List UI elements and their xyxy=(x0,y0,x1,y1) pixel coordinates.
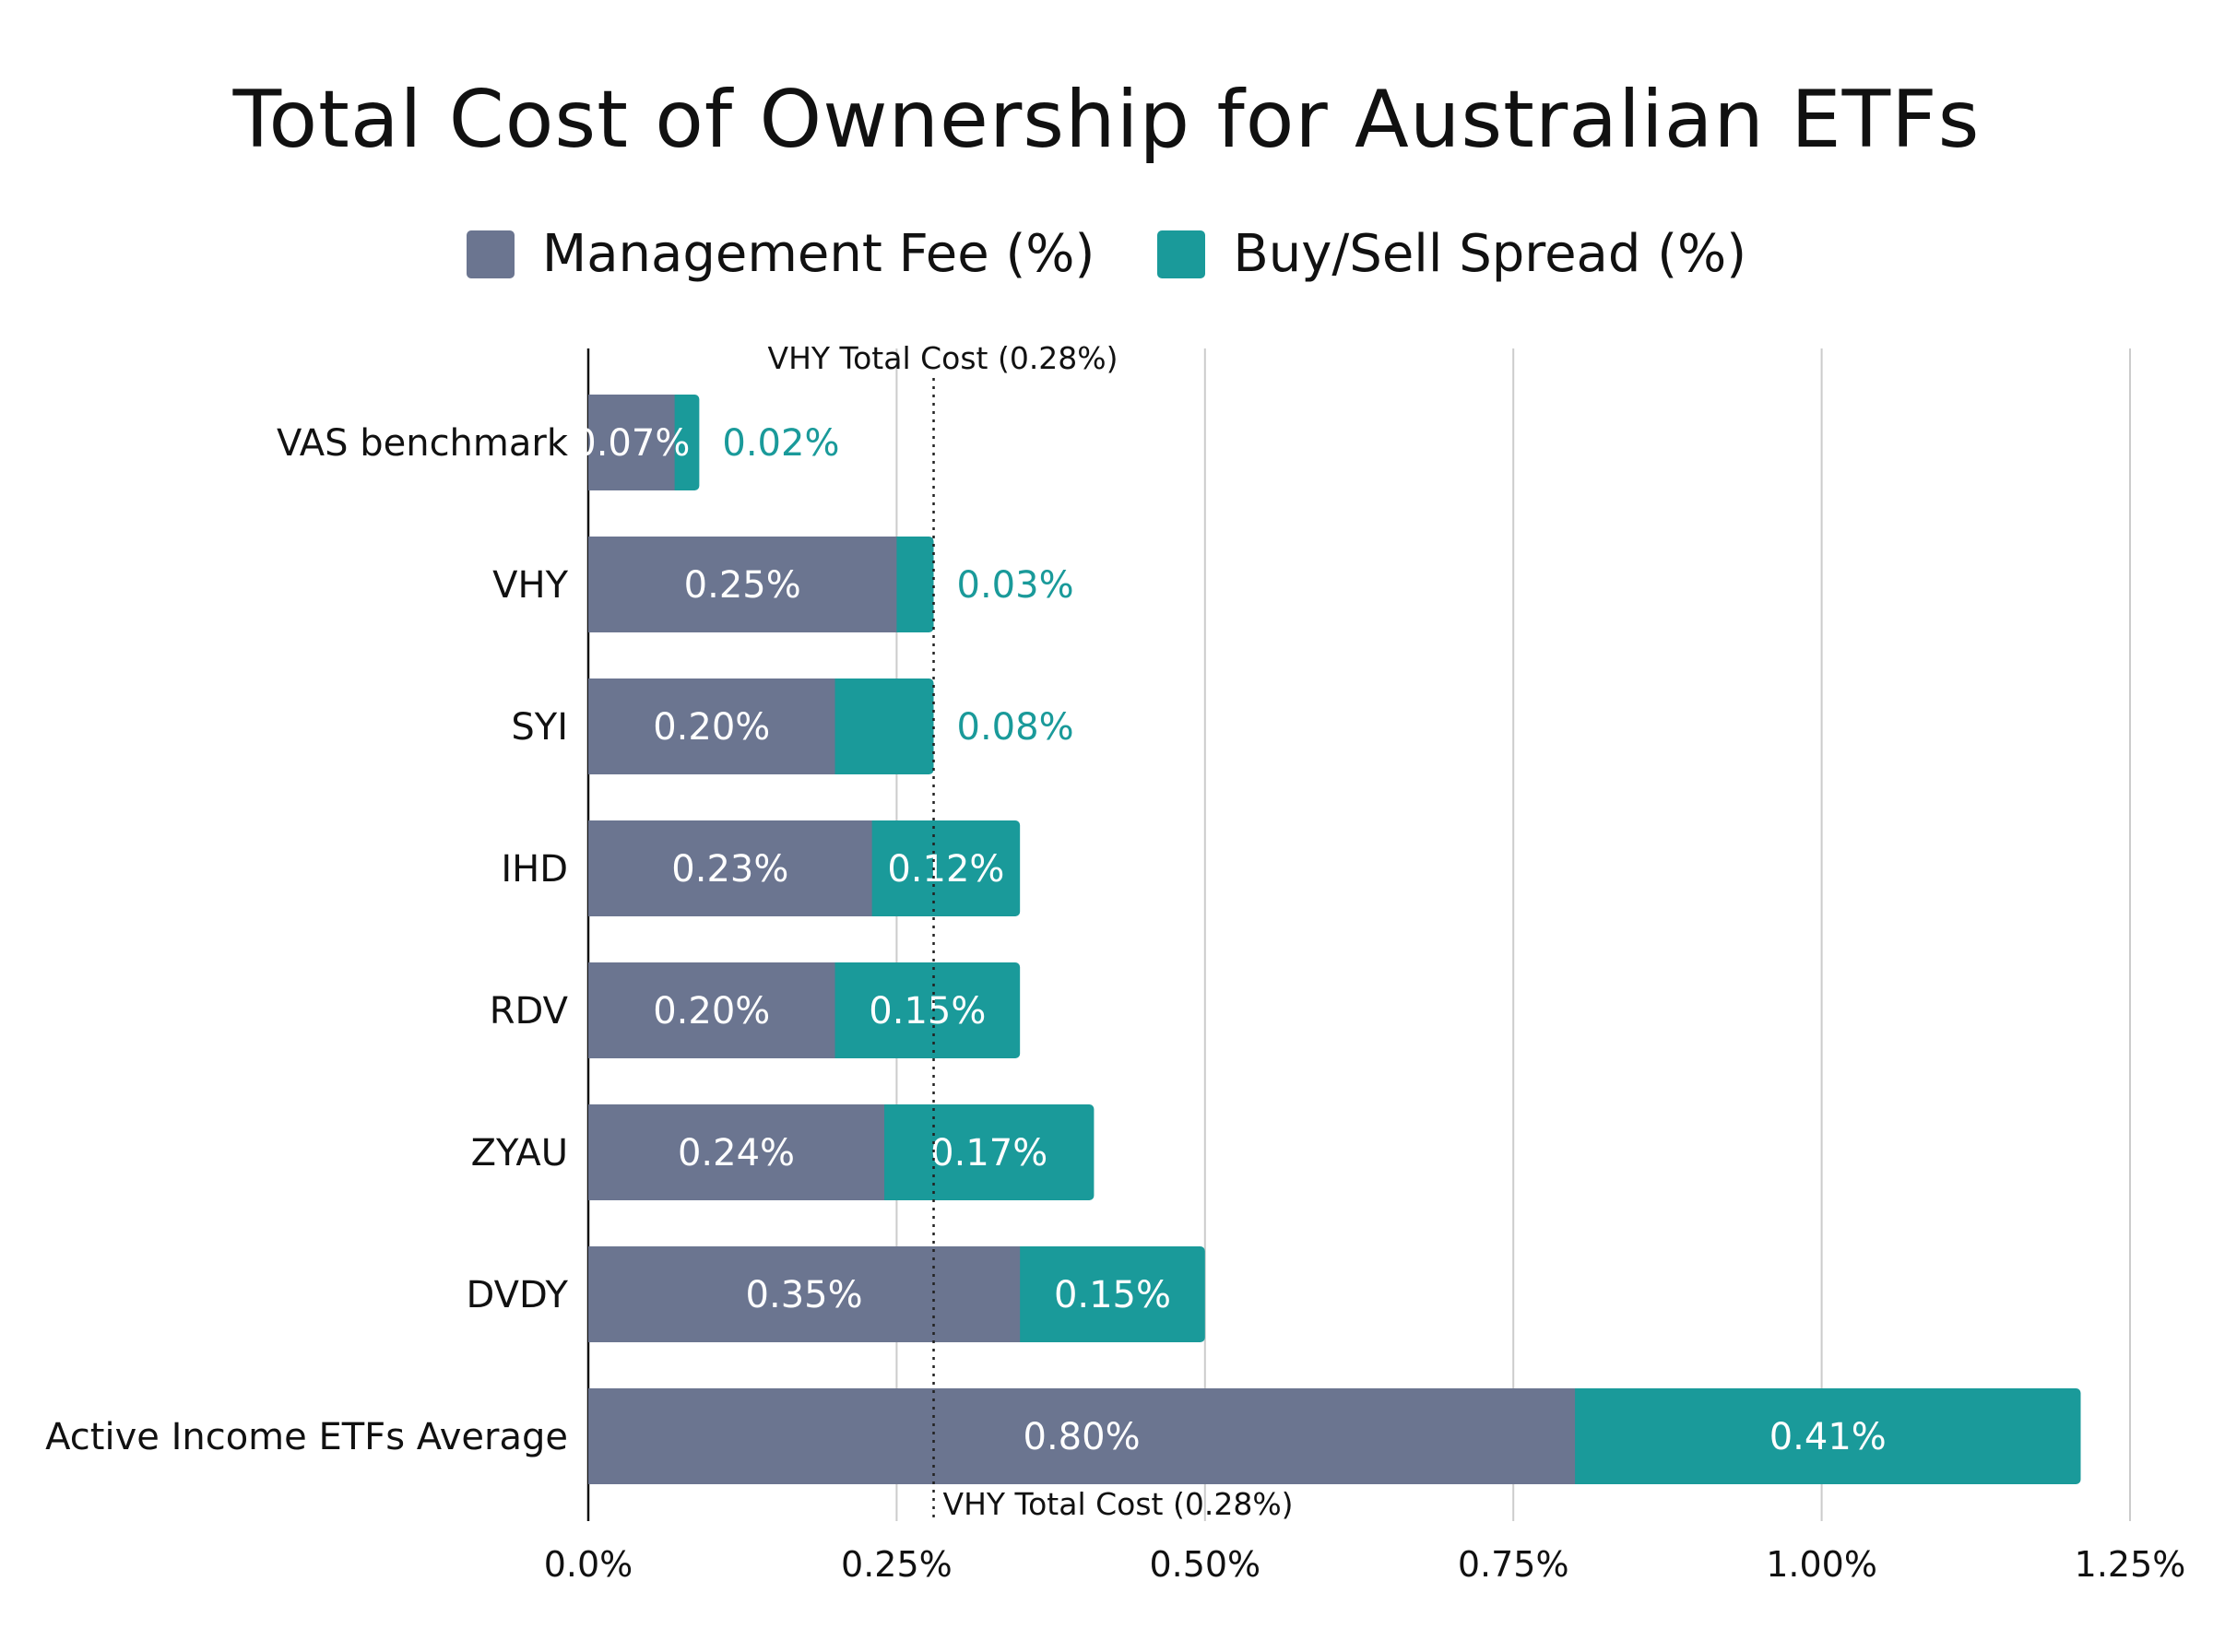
data-label-management-fee: 0.25% xyxy=(684,564,801,607)
legend-item-management-fee[interactable]: Management Fee (%) xyxy=(466,224,1095,284)
reference-label-bottom: VHY Total Cost (0.28%) xyxy=(943,1486,1294,1522)
bar-management-fee xyxy=(588,820,872,916)
data-label-buy-sell-spread: 0.08% xyxy=(957,706,1074,749)
legend-swatch-buy-sell-spread xyxy=(1157,230,1206,278)
reference-label-top: VHY Total Cost (0.28%) xyxy=(768,340,1118,376)
data-label-buy-sell-spread: 0.15% xyxy=(1054,1274,1171,1316)
category-label: SYI xyxy=(511,706,568,749)
x-tick-label: 1.00% xyxy=(1766,1544,1877,1585)
legend-label-buy-sell-spread: Buy/Sell Spread (%) xyxy=(1233,224,1747,284)
bar-management-fee xyxy=(588,678,835,774)
category-label: DVDY xyxy=(466,1274,568,1316)
category-label: VAS benchmark xyxy=(277,422,569,465)
data-label-management-fee: 0.07% xyxy=(573,422,690,465)
x-tick-label: 0.0% xyxy=(544,1544,633,1585)
legend: Management Fee (%) Buy/Sell Spread (%) xyxy=(0,224,2213,284)
data-label-management-fee: 0.80% xyxy=(1024,1416,1141,1458)
data-label-buy-sell-spread: 0.15% xyxy=(869,990,986,1032)
x-tick-label: 0.75% xyxy=(1458,1544,1569,1585)
category-label: ZYAU xyxy=(471,1132,568,1174)
bar-management-fee xyxy=(588,1246,1021,1342)
category-label: Active Income ETFs Average xyxy=(45,1416,568,1458)
bar-management-fee xyxy=(588,1388,1576,1484)
x-tick-label: 0.25% xyxy=(841,1544,953,1585)
bar-management-fee xyxy=(588,537,897,632)
data-label-buy-sell-spread: 0.41% xyxy=(1769,1416,1887,1458)
data-label-management-fee: 0.35% xyxy=(746,1274,863,1316)
data-label-buy-sell-spread: 0.12% xyxy=(887,848,1004,891)
legend-swatch-management-fee xyxy=(466,230,515,278)
legend-label-management-fee: Management Fee (%) xyxy=(541,224,1095,284)
bar-management-fee xyxy=(588,395,675,490)
legend-item-buy-sell-spread[interactable]: Buy/Sell Spread (%) xyxy=(1157,224,1746,284)
data-label-management-fee: 0.20% xyxy=(653,706,770,749)
data-label-management-fee: 0.20% xyxy=(653,990,770,1032)
category-label: VHY xyxy=(492,564,568,607)
x-tick-label: 0.50% xyxy=(1149,1544,1260,1585)
data-label-buy-sell-spread: 0.02% xyxy=(722,422,839,465)
data-label-management-fee: 0.24% xyxy=(678,1132,795,1174)
bar-management-fee xyxy=(588,1104,885,1200)
data-label-buy-sell-spread: 0.17% xyxy=(930,1132,1047,1174)
bar-management-fee xyxy=(588,962,835,1058)
category-label: IHD xyxy=(501,848,568,891)
category-label: RDV xyxy=(490,990,569,1032)
x-tick-label: 1.25% xyxy=(2075,1544,2186,1585)
chart-title: Total Cost of Ownership for Australian E… xyxy=(232,74,1981,166)
data-label-buy-sell-spread: 0.03% xyxy=(957,564,1074,607)
data-label-management-fee: 0.23% xyxy=(671,848,788,891)
